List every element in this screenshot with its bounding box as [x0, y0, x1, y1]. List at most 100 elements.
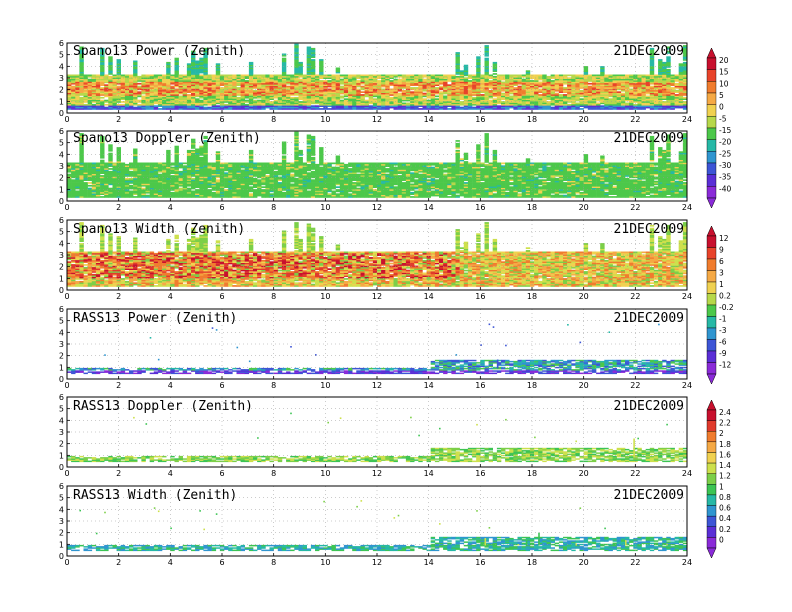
heatmap-cell: [496, 89, 502, 92]
heatmap-cell: [195, 154, 200, 156]
heatmap-cell: [401, 87, 407, 89]
heatmap-cell: [389, 82, 394, 85]
heatmap-cell: [348, 99, 353, 102]
heatmap-cell: [129, 88, 134, 91]
heatmap-cell: [405, 84, 411, 86]
heatmap-cell: [277, 102, 283, 105]
heatmap-cell: [558, 77, 564, 79]
heatmap-cell: [186, 166, 192, 169]
heatmap-cell: [191, 184, 196, 187]
heatmap-cell: [95, 95, 101, 98]
heatmap-cell: [195, 77, 200, 79]
heatmap-cell: [91, 99, 97, 102]
heatmap-cell: [558, 106, 564, 109]
heatmap-cell: [554, 74, 560, 77]
heatmap-cell: [265, 82, 270, 85]
heatmap-cell: [443, 102, 448, 105]
heatmap-cell: [339, 108, 345, 110]
heatmap-cell: [149, 170, 155, 173]
heatmap-cell: [191, 60, 196, 63]
heatmap-cell: [670, 75, 675, 78]
heatmap-cell: [591, 85, 597, 88]
heatmap-cell: [149, 168, 155, 170]
heatmap-cell: [182, 91, 188, 93]
heatmap-cell: [608, 89, 613, 92]
heatmap-cell: [501, 82, 506, 85]
heatmap-cell: [405, 85, 411, 88]
heatmap-cell: [83, 173, 88, 176]
heatmap-cell: [525, 103, 531, 106]
heatmap-cell: [203, 75, 208, 78]
heatmap-cell: [414, 94, 419, 96]
heatmap-cell: [596, 105, 601, 107]
heatmap-cell: [248, 82, 254, 85]
heatmap-cell: [186, 87, 192, 89]
heatmap-cell: [100, 74, 105, 77]
heatmap-cell: [108, 70, 113, 72]
heatmap-cell: [236, 81, 241, 84]
heatmap-cell: [207, 106, 212, 109]
heatmap-cell: [195, 169, 200, 172]
heatmap-cell: [290, 87, 295, 89]
heatmap-cell: [430, 98, 436, 100]
heatmap-cell: [133, 71, 138, 74]
heatmap-cell: [195, 165, 200, 167]
heatmap-cell: [91, 94, 97, 96]
heatmap-cell: [575, 95, 580, 98]
heatmap-cell: [600, 89, 605, 92]
heatmap-cell: [79, 149, 84, 152]
heatmap-cell: [422, 78, 427, 81]
heatmap-cell: [124, 168, 130, 170]
heatmap-cell: [505, 75, 510, 78]
heatmap-cell: [71, 191, 76, 194]
heatmap-cell: [625, 87, 630, 89]
heatmap-cell: [302, 85, 307, 88]
heatmap-cell: [186, 105, 192, 107]
heatmap-cell: [443, 99, 448, 102]
heatmap-cell: [641, 88, 646, 91]
heatmap-cell: [385, 80, 390, 82]
heatmap-cell: [129, 87, 134, 89]
heatmap-cell: [166, 94, 171, 96]
heatmap-cell: [612, 101, 617, 103]
heatmap-cell: [641, 81, 646, 84]
heatmap-cell: [459, 91, 465, 93]
heatmap-cell: [554, 101, 560, 103]
heatmap-cell: [265, 88, 270, 91]
heatmap-cell: [439, 95, 444, 98]
heatmap-cell: [422, 106, 427, 109]
heatmap-cell: [157, 95, 163, 98]
heatmap-cell: [211, 94, 217, 96]
heatmap-cell: [571, 87, 576, 89]
heatmap-cell: [191, 183, 196, 186]
heatmap-cell: [608, 87, 613, 89]
heatmap-cell: [145, 81, 150, 84]
heatmap-cell: [649, 56, 655, 58]
heatmap-cell: [67, 170, 72, 173]
heatmap-cell: [521, 103, 527, 106]
heatmap-cell: [472, 92, 477, 95]
heatmap-cell: [434, 81, 440, 84]
heatmap-cell: [75, 96, 80, 99]
heatmap-cell: [79, 84, 84, 86]
heatmap-cell: [563, 89, 568, 92]
heatmap-cell: [253, 105, 258, 107]
heatmap-cell: [467, 103, 473, 106]
heatmap-cell: [83, 87, 88, 89]
heatmap-cell: [224, 80, 229, 82]
heatmap-cell: [348, 108, 353, 110]
heatmap-cell: [182, 182, 188, 184]
heatmap-cell: [629, 102, 634, 105]
heatmap-cell: [306, 94, 312, 96]
heatmap-cell: [645, 87, 651, 89]
heatmap-cell: [348, 88, 353, 91]
heatmap-cell: [600, 71, 605, 74]
heatmap-cell: [591, 92, 597, 95]
heatmap-cell: [145, 179, 150, 181]
heatmap-cell: [211, 102, 217, 105]
heatmap-cell: [290, 96, 295, 99]
heatmap-cell: [100, 101, 105, 103]
heatmap-cell: [104, 92, 109, 95]
heatmap-cell: [129, 74, 134, 77]
